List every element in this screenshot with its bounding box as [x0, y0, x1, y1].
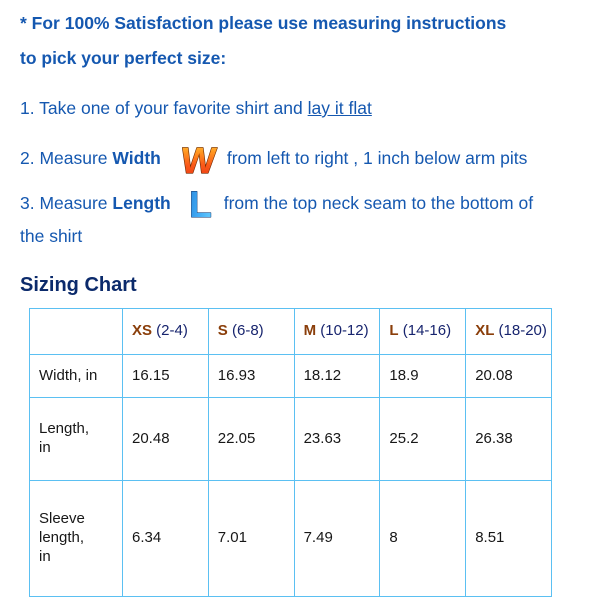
svg-text:L: L [189, 183, 212, 225]
